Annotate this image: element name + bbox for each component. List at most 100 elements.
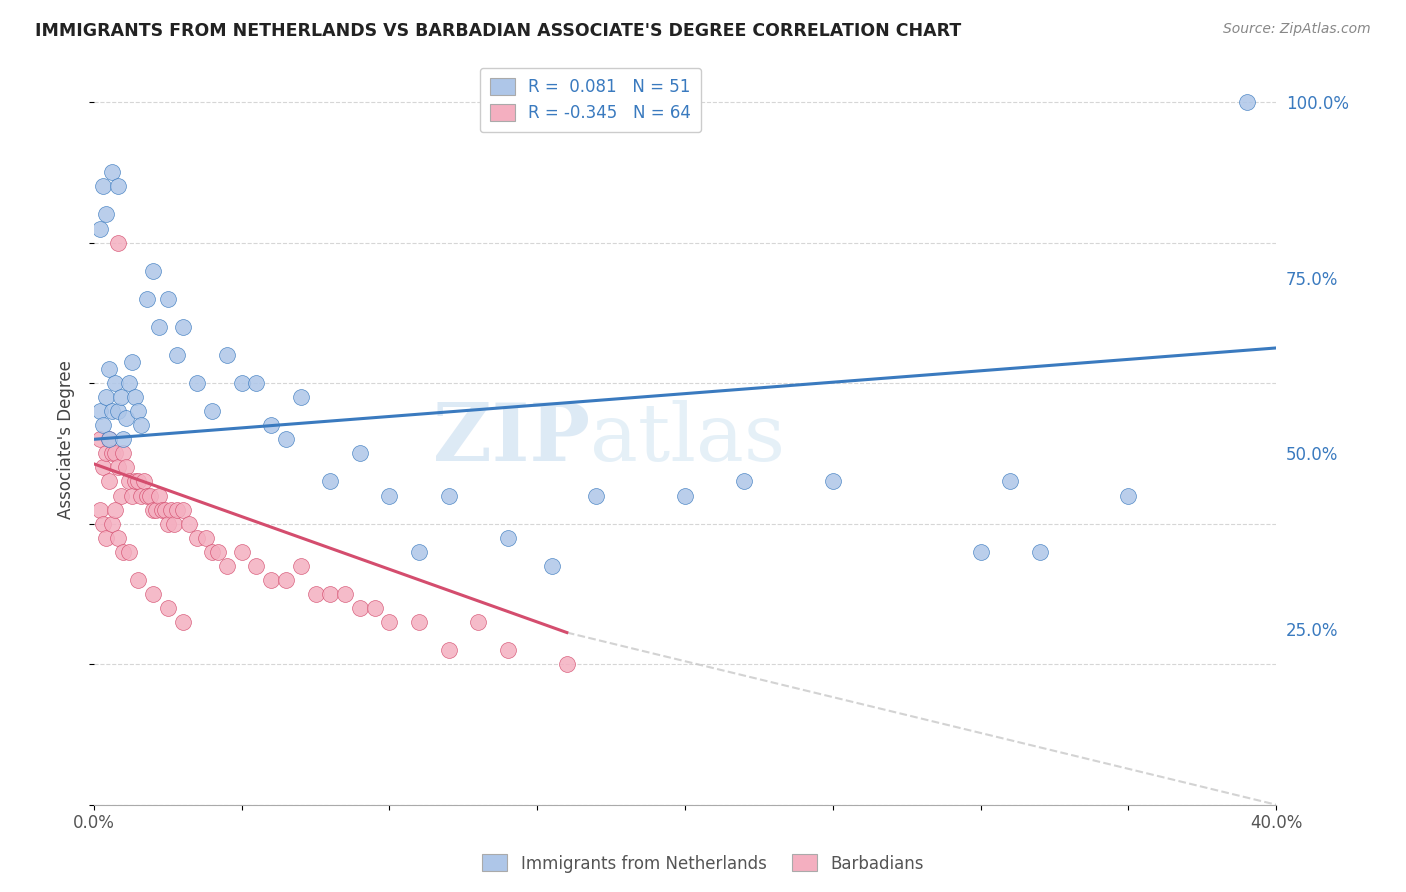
Point (153, 502, 176, 516)
Point (129, 489, 152, 503)
Point (124, 475, 146, 489)
Point (94, 531, 117, 545)
Point (1236, 95, 1258, 109)
Point (333, 587, 356, 601)
Point (142, 263, 165, 277)
Point (148, 319, 170, 334)
Point (172, 615, 194, 629)
Point (555, 657, 578, 672)
Point (91, 418, 114, 433)
Point (91, 460, 114, 475)
Point (91, 516, 114, 531)
Point (104, 446, 127, 460)
Point (91, 179, 114, 194)
Point (215, 348, 238, 362)
Point (115, 411, 138, 425)
Text: Source: ZipAtlas.com: Source: ZipAtlas.com (1223, 22, 1371, 37)
Point (127, 573, 149, 587)
Point (437, 643, 460, 657)
Point (195, 531, 218, 545)
Point (245, 376, 267, 390)
Point (319, 475, 342, 489)
Point (134, 475, 156, 489)
Point (166, 502, 188, 516)
Point (100, 165, 122, 179)
Point (112, 432, 135, 446)
Point (89, 432, 111, 446)
Point (89, 502, 111, 516)
Point (97, 362, 120, 376)
Point (363, 601, 385, 615)
Legend: R =  0.081   N = 51, R = -0.345   N = 64: R = 0.081 N = 51, R = -0.345 N = 64 (479, 68, 702, 132)
Point (733, 475, 755, 489)
Point (145, 502, 167, 516)
Point (998, 475, 1021, 489)
Point (136, 489, 159, 503)
Point (112, 545, 135, 559)
Point (142, 502, 165, 516)
Point (89, 404, 111, 418)
Point (112, 446, 135, 460)
Point (231, 545, 253, 559)
Point (107, 531, 129, 545)
Point (89, 221, 111, 235)
Text: atlas: atlas (591, 401, 786, 478)
Point (231, 376, 253, 390)
Point (215, 558, 238, 573)
Point (378, 615, 401, 629)
Point (201, 545, 224, 559)
Point (118, 545, 141, 559)
Point (260, 573, 283, 587)
Point (139, 489, 162, 503)
Point (115, 460, 138, 475)
Point (124, 390, 146, 404)
Point (121, 489, 143, 503)
Text: ZIP: ZIP (433, 401, 591, 478)
Point (201, 404, 224, 418)
Point (94, 390, 117, 404)
Point (127, 475, 149, 489)
Point (136, 292, 159, 306)
Point (1028, 545, 1050, 559)
Point (673, 489, 696, 503)
Point (304, 587, 326, 601)
Point (274, 432, 297, 446)
Point (496, 643, 519, 657)
Point (437, 489, 460, 503)
Point (186, 531, 208, 545)
Point (172, 319, 194, 334)
Point (110, 489, 132, 503)
Point (496, 531, 519, 545)
Point (94, 446, 117, 460)
Point (290, 390, 312, 404)
Point (150, 502, 173, 516)
Point (107, 179, 129, 194)
Point (104, 502, 127, 516)
Legend: Immigrants from Netherlands, Barbadians: Immigrants from Netherlands, Barbadians (475, 847, 931, 880)
Point (129, 418, 152, 433)
Point (156, 516, 179, 531)
Point (290, 558, 312, 573)
Point (349, 446, 371, 460)
Point (94, 207, 117, 221)
Point (110, 390, 132, 404)
Point (207, 545, 229, 559)
Point (142, 587, 165, 601)
Point (148, 489, 170, 503)
Point (97, 475, 120, 489)
Point (172, 502, 194, 516)
Point (163, 516, 186, 531)
Point (166, 348, 188, 362)
Point (107, 404, 129, 418)
Point (1118, 489, 1140, 503)
Point (274, 573, 297, 587)
Point (378, 489, 401, 503)
Point (100, 446, 122, 460)
Point (408, 545, 430, 559)
Point (245, 558, 267, 573)
Point (127, 404, 149, 418)
Point (159, 502, 181, 516)
Point (107, 235, 129, 250)
Point (107, 460, 129, 475)
Point (156, 601, 179, 615)
